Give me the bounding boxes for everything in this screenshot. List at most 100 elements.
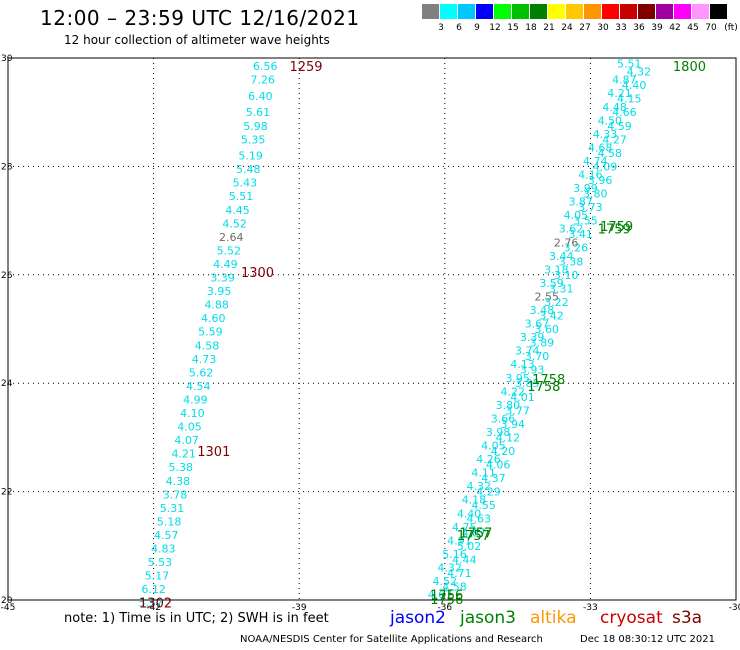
legend-label: 39 — [651, 23, 663, 33]
wave-height-value: 4.91 — [447, 534, 472, 547]
time-label: 1259 — [289, 60, 322, 75]
legend-label: 9 — [474, 23, 480, 33]
wave-height-value: 4.12 — [496, 431, 521, 444]
wave-height-value: 2.76 — [554, 236, 579, 249]
wave-height-value: 4.18 — [462, 494, 487, 507]
wave-height-value: 3.66 — [491, 412, 516, 425]
wave-height-value: 4.52 — [222, 217, 247, 230]
wave-height-value: 4.87 — [462, 526, 487, 539]
wave-height-value: 4.48 — [602, 101, 627, 114]
y-tick-label: 22 — [1, 488, 12, 498]
legend-swatch — [530, 4, 547, 19]
wave-height-value: 4.27 — [602, 133, 627, 146]
x-tick-label: -45 — [1, 603, 16, 613]
wave-height-value: 3.89 — [530, 337, 555, 350]
time-label: 1758 — [527, 380, 560, 395]
wave-height-value: 4.05 — [564, 209, 589, 222]
wave-height-value: 5.57 — [138, 597, 163, 610]
wave-height-value: 4.57 — [154, 529, 179, 542]
wave-height-value: 3.41 — [568, 228, 593, 241]
wave-height-value: 4.32 — [437, 561, 462, 574]
legend-swatch — [584, 4, 601, 19]
wave-height-value: 5.62 — [189, 366, 214, 379]
wave-height-value: 3.42 — [539, 309, 564, 322]
x-tick-label: -42 — [146, 603, 161, 613]
satellite-name: altika — [530, 608, 577, 628]
wave-height-value: 4.55 — [471, 499, 496, 512]
wave-height-value: 5.59 — [198, 326, 223, 339]
wave-height-value: 3.60 — [534, 323, 559, 336]
wave-height-value: 3.95 — [207, 285, 232, 298]
wave-height-value: 5.02 — [457, 540, 482, 553]
wave-height-value: 3.78 — [163, 488, 188, 501]
wave-height-value: 4.83 — [151, 543, 176, 556]
legend-label: 36 — [633, 23, 645, 33]
wave-height-value: 4.88 — [204, 299, 229, 312]
x-tick-label: -36 — [437, 603, 452, 613]
legend-label: 33 — [615, 23, 627, 33]
wave-height-value: 4.60 — [201, 312, 226, 325]
wave-height-value: 3.55 — [573, 215, 598, 228]
wave-height-value: 3.77 — [505, 404, 530, 417]
page-subtitle: 12 hour collection of altimeter wave hei… — [64, 33, 330, 47]
wave-height-value: 3.18 — [544, 263, 569, 276]
wave-height-value: 4.09 — [593, 160, 618, 173]
wave-height-value: 3.94 — [500, 418, 525, 431]
y-tick-label: 28 — [1, 162, 13, 172]
time-label: 1756 — [430, 593, 463, 608]
x-tick-label: -30 — [729, 603, 740, 613]
wave-height-value: 5.31 — [160, 502, 185, 515]
wave-height-value: 5.51 — [617, 57, 642, 70]
wave-height-value: 6.40 — [248, 90, 273, 103]
wave-height-value: 4.26 — [476, 453, 501, 466]
time-label: 1759 — [598, 223, 631, 238]
wave-height-value: 4.49 — [213, 258, 238, 271]
wave-height-value: 5.52 — [217, 244, 242, 257]
legend-label: 24 — [561, 23, 573, 33]
time-label: 1759 — [600, 220, 633, 235]
generated-timestamp: Dec 18 08:30:12 UTC 2021 — [580, 634, 715, 645]
wave-height-value: 3.39 — [520, 331, 545, 344]
wave-height-value: 3.39 — [210, 272, 235, 285]
legend-swatch — [638, 4, 655, 19]
wave-height-value: 4.13 — [510, 358, 535, 371]
time-label: 1757 — [457, 529, 490, 544]
x-tick-label: -39 — [292, 603, 307, 613]
wave-height-value: 5.53 — [148, 556, 173, 569]
legend-label: 42 — [669, 23, 681, 33]
legend-label: 21 — [543, 23, 555, 33]
wave-height-value: 3.80 — [496, 399, 521, 412]
wave-height-value: 4.06 — [486, 459, 511, 472]
legend-swatch — [620, 4, 637, 19]
wave-height-value: 4.54 — [186, 380, 211, 393]
wave-height-value: 3.96 — [588, 174, 613, 187]
time-label: 1756 — [430, 589, 463, 604]
wave-height-value: 5.18 — [157, 515, 182, 528]
satellite-name: jason2 — [390, 608, 446, 628]
wave-height-value: 3.70 — [525, 350, 550, 363]
wave-height-value: 5.48 — [236, 163, 261, 176]
y-tick-label: 20 — [1, 596, 13, 606]
legend-swatch — [566, 4, 583, 19]
wave-height-value: 3.10 — [554, 269, 579, 282]
wave-height-value: 4.73 — [192, 353, 217, 366]
wave-height-value: 3.59 — [539, 277, 564, 290]
wave-height-value: 5.38 — [169, 461, 194, 474]
wave-height-value: 3.98 — [486, 426, 511, 439]
wave-height-value: 4.20 — [491, 445, 516, 458]
legend-swatch — [422, 4, 439, 19]
wave-height-value: 5.51 — [229, 190, 254, 203]
wave-height-value: 4.87 — [612, 74, 637, 87]
wave-height-value: 3.73 — [578, 201, 603, 214]
wave-height-value: 7.26 — [251, 74, 276, 87]
time-label: 1757 — [459, 526, 492, 541]
wave-height-value: 4.74 — [583, 155, 608, 168]
wave-height-value: 4.40 — [457, 507, 482, 520]
wave-height-value: 4.16 — [578, 169, 603, 182]
wave-height-value: 4.22 — [500, 385, 525, 398]
legend-label: 70 — [705, 23, 717, 33]
wave-height-value: 3.38 — [559, 255, 584, 268]
wave-height-value: 3.99 — [573, 182, 598, 195]
legend-swatch — [602, 4, 619, 19]
